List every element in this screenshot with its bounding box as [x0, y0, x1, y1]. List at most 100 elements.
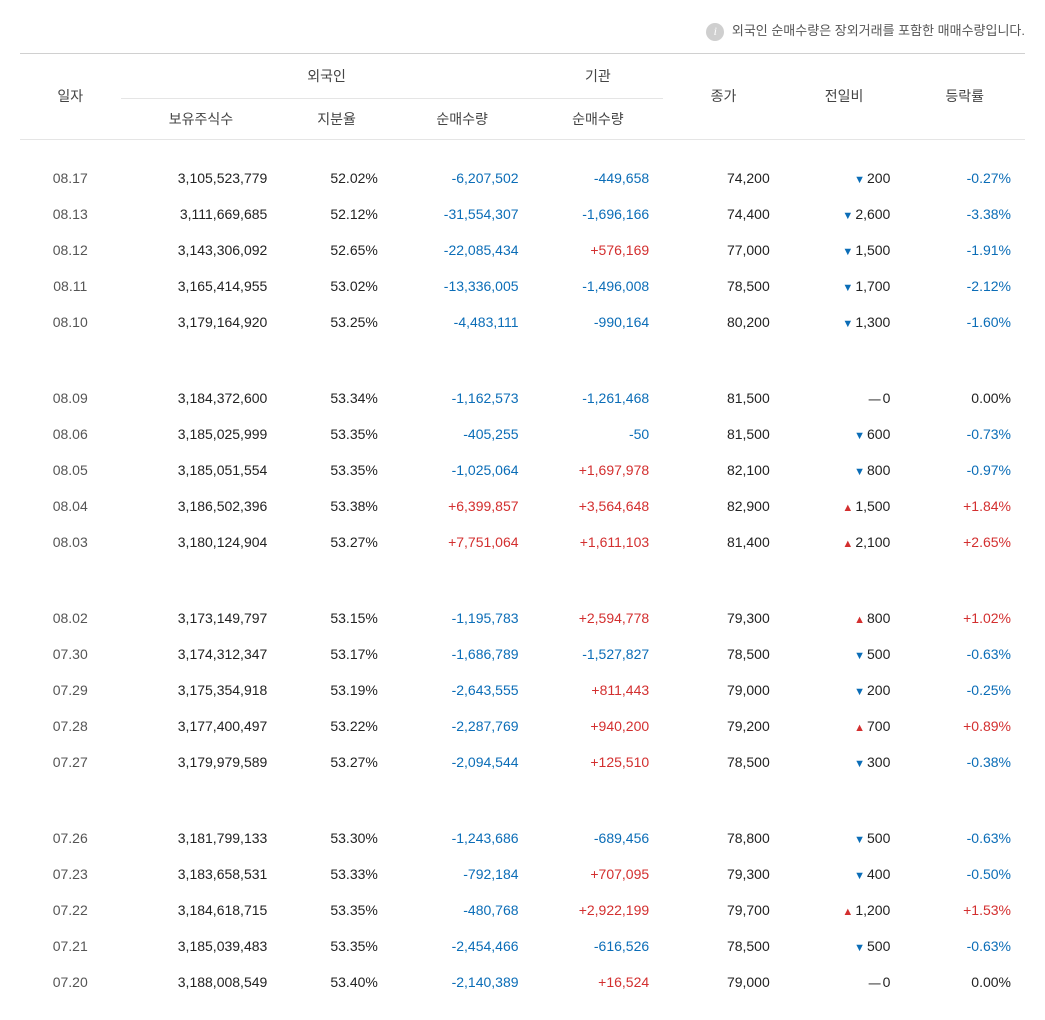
cell-close: 78,500: [663, 636, 784, 672]
cell-change-pct: -3.38%: [904, 196, 1025, 232]
cell-change-pct: -0.63%: [904, 780, 1025, 856]
cell-change: 200: [784, 672, 905, 708]
table-row: 07.283,177,400,49753.22%-2,287,769+940,2…: [20, 708, 1025, 744]
cell-share-ratio: 53.38%: [281, 488, 392, 524]
change-arrow-icon: [842, 498, 855, 514]
cell-date: 07.22: [20, 892, 121, 928]
cell-share-ratio: 53.17%: [281, 636, 392, 672]
cell-foreigner-net: -1,243,686: [392, 780, 533, 856]
cell-institution-net: -1,261,468: [533, 340, 664, 416]
cell-share-ratio: 52.65%: [281, 232, 392, 268]
cell-close: 78,500: [663, 744, 784, 780]
cell-institution-net: -1,496,008: [533, 268, 664, 304]
cell-foreigner-net: -1,195,783: [392, 560, 533, 636]
cell-close: 82,900: [663, 488, 784, 524]
cell-change: 600: [784, 416, 905, 452]
change-arrow-icon: [842, 902, 855, 918]
cell-foreigner-net: -1,162,573: [392, 340, 533, 416]
cell-institution-net: +16,524: [533, 964, 664, 1000]
cell-change-pct: -0.97%: [904, 452, 1025, 488]
cell-change-pct: -0.63%: [904, 928, 1025, 964]
cell-change: 1,200: [784, 892, 905, 928]
cell-change: 200: [784, 139, 905, 196]
cell-date: 08.10: [20, 304, 121, 340]
change-arrow-icon: [854, 610, 867, 626]
table-row: 07.203,188,008,54953.40%-2,140,389+16,52…: [20, 964, 1025, 1000]
cell-foreigner-net: -2,454,466: [392, 928, 533, 964]
table-row: 08.043,186,502,39653.38%+6,399,857+3,564…: [20, 488, 1025, 524]
cell-shares-held: 3,188,008,549: [121, 964, 282, 1000]
cell-foreigner-net: -792,184: [392, 856, 533, 892]
cell-change-pct: -1.91%: [904, 232, 1025, 268]
cell-shares-held: 3,185,025,999: [121, 416, 282, 452]
cell-change-pct: +0.89%: [904, 708, 1025, 744]
col-change: 전일비: [784, 53, 905, 139]
cell-change: 800: [784, 452, 905, 488]
change-arrow-icon: [854, 462, 867, 478]
cell-close: 81,400: [663, 524, 784, 560]
cell-shares-held: 3,177,400,497: [121, 708, 282, 744]
cell-date: 08.12: [20, 232, 121, 268]
table-row: 07.263,181,799,13353.30%-1,243,686-689,4…: [20, 780, 1025, 856]
cell-foreigner-net: -2,140,389: [392, 964, 533, 1000]
cell-date: 07.21: [20, 928, 121, 964]
change-arrow-icon: [842, 278, 855, 294]
cell-change: 1,500: [784, 232, 905, 268]
cell-shares-held: 3,185,051,554: [121, 452, 282, 488]
cell-change-pct: -2.12%: [904, 268, 1025, 304]
info-bar: i 외국인 순매수량은 장외거래를 포함한 매매수량입니다.: [20, 20, 1025, 41]
change-arrow-icon: [842, 534, 855, 550]
cell-institution-net: -616,526: [533, 928, 664, 964]
cell-date: 07.28: [20, 708, 121, 744]
cell-close: 74,400: [663, 196, 784, 232]
cell-change: 400: [784, 856, 905, 892]
cell-shares-held: 3,165,414,955: [121, 268, 282, 304]
cell-change: 2,100: [784, 524, 905, 560]
change-arrow-icon: [854, 938, 867, 954]
cell-share-ratio: 53.27%: [281, 744, 392, 780]
cell-share-ratio: 53.30%: [281, 780, 392, 856]
cell-close: 79,700: [663, 892, 784, 928]
table-row: 08.133,111,669,68552.12%-31,554,307-1,69…: [20, 196, 1025, 232]
table-row: 08.123,143,306,09252.65%-22,085,434+576,…: [20, 232, 1025, 268]
cell-institution-net: +576,169: [533, 232, 664, 268]
cell-date: 08.09: [20, 340, 121, 416]
cell-date: 08.11: [20, 268, 121, 304]
cell-change: 700: [784, 708, 905, 744]
cell-shares-held: 3,180,124,904: [121, 524, 282, 560]
cell-share-ratio: 53.22%: [281, 708, 392, 744]
cell-foreigner-net: +7,751,064: [392, 524, 533, 560]
cell-date: 07.29: [20, 672, 121, 708]
cell-foreigner-net: -2,287,769: [392, 708, 533, 744]
cell-institution-net: -990,164: [533, 304, 664, 340]
cell-foreigner-net: -6,207,502: [392, 139, 533, 196]
cell-change: 800: [784, 560, 905, 636]
cell-institution-net: +940,200: [533, 708, 664, 744]
table-row: 08.173,105,523,77952.02%-6,207,502-449,6…: [20, 139, 1025, 196]
cell-foreigner-net: -2,643,555: [392, 672, 533, 708]
cell-shares-held: 3,105,523,779: [121, 139, 282, 196]
cell-foreigner-net: -22,085,434: [392, 232, 533, 268]
cell-shares-held: 3,186,502,396: [121, 488, 282, 524]
cell-share-ratio: 53.35%: [281, 452, 392, 488]
col-close: 종가: [663, 53, 784, 139]
table-row: 08.113,165,414,95553.02%-13,336,005-1,49…: [20, 268, 1025, 304]
cell-institution-net: +1,611,103: [533, 524, 664, 560]
cell-change: 0: [784, 964, 905, 1000]
cell-shares-held: 3,181,799,133: [121, 780, 282, 856]
cell-share-ratio: 53.15%: [281, 560, 392, 636]
change-arrow-icon: [854, 646, 867, 662]
cell-change-pct: 0.00%: [904, 340, 1025, 416]
cell-change-pct: -0.63%: [904, 636, 1025, 672]
cell-date: 08.02: [20, 560, 121, 636]
cell-institution-net: +811,443: [533, 672, 664, 708]
cell-share-ratio: 53.40%: [281, 964, 392, 1000]
stock-data-table: 일자 외국인 기관 종가 전일비 등락률 보유주식수 지분율 순매수량 순매수량…: [20, 53, 1025, 1000]
cell-institution-net: +3,564,648: [533, 488, 664, 524]
cell-date: 07.20: [20, 964, 121, 1000]
change-arrow-icon: [854, 426, 867, 442]
col-date: 일자: [20, 53, 121, 139]
cell-shares-held: 3,175,354,918: [121, 672, 282, 708]
cell-date: 08.04: [20, 488, 121, 524]
change-arrow-icon: [854, 718, 867, 734]
